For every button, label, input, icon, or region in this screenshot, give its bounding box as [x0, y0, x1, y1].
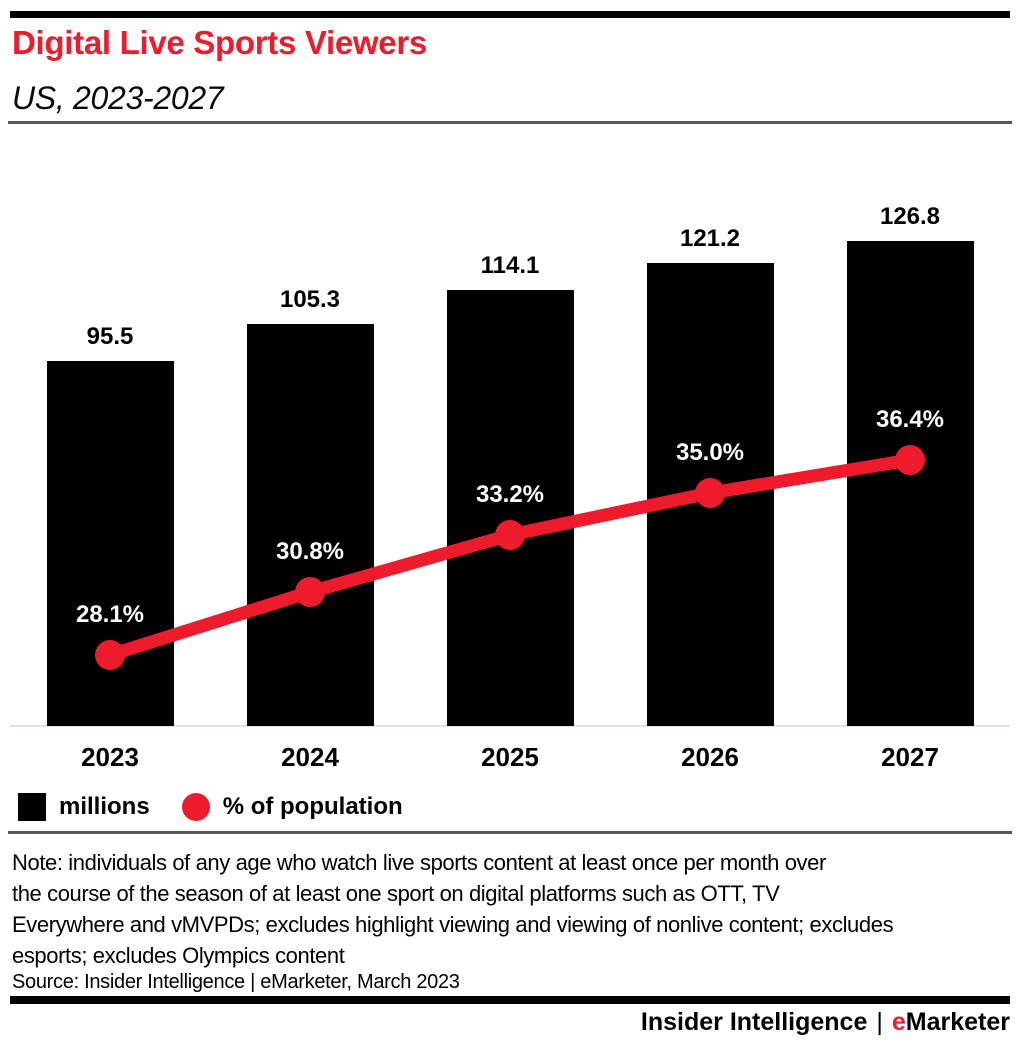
line-point-2023 [95, 640, 125, 670]
line-value-label-2024: 30.8% [275, 538, 345, 565]
x-axis-label-2025: 2025 [481, 742, 539, 772]
source-line: Source: Insider Intelligence | eMarketer… [12, 971, 460, 993]
x-axis-baseline [10, 725, 1010, 727]
bar-2024 [246, 324, 374, 726]
chart-legend: millions % of population [18, 791, 403, 823]
bar-value-label-2024: 105.3 [279, 286, 341, 313]
legend-circle-marker [181, 793, 210, 821]
x-axis-label-2027: 2027 [881, 742, 939, 772]
line-value-label-2023: 28.1% [75, 601, 145, 628]
footer-separator: | [876, 1008, 883, 1036]
bar-value-label-2023: 95.5 [86, 323, 134, 350]
bar-2025 [446, 290, 574, 726]
legend-label-millions: millions [59, 793, 150, 820]
note-line: esports; excludes Olympics content [12, 943, 345, 968]
footer-brand-left: Insider Intelligence [640, 1008, 868, 1036]
line-point-2025 [495, 520, 525, 550]
line-point-2026 [695, 478, 725, 508]
top-accent-bar [10, 11, 1010, 18]
line-value-label-2026: 35.0% [675, 439, 745, 466]
note-line: Note: individuals of any age who watch l… [12, 850, 826, 875]
line-point-2027 [895, 445, 925, 475]
footer-brand-e: e [891, 1008, 906, 1036]
header-divider [8, 121, 1012, 124]
note-line: Everywhere and vMVPDs; excludes highligh… [12, 912, 894, 937]
bar-2027 [846, 241, 974, 726]
legend-square-marker [18, 793, 46, 821]
x-axis-label-2023: 2023 [81, 742, 139, 772]
bottom-accent-bar [10, 996, 1010, 1004]
chart-note: Note: individuals of any age who watch l… [12, 847, 894, 971]
note-line: the course of the season of at least one… [12, 881, 780, 906]
footer-brand-right: Marketer [905, 1008, 1010, 1036]
line-series [95, 445, 925, 670]
x-axis: 2023 2024 2025 2026 2027 [0, 742, 1020, 772]
chart-title: Digital Live Sports Viewers [12, 24, 427, 61]
x-axis-label-2024: 2024 [281, 742, 339, 772]
bar-value-label-2025: 114.1 [480, 252, 540, 279]
legend-divider [8, 831, 1012, 834]
line-value-label-2027: 36.4% [875, 406, 945, 433]
footer-brand: Insider Intelligence | e Marketer [641, 1008, 1010, 1037]
x-axis-label-2026: 2026 [681, 742, 739, 772]
bar-value-label-2027: 126.8 [879, 203, 941, 230]
chart-plot: 95.5 105.3 114.1 121.2 126.8 28.1% 30.8% 33.2% 3… [0, 130, 1020, 727]
bar-value-label-2026: 121.2 [679, 225, 741, 252]
line-point-2024 [295, 577, 325, 607]
chart-subtitle: US, 2023-2027 [12, 80, 224, 116]
legend-label-percent: % of population [222, 793, 403, 820]
line-value-label-2025: 33.2% [475, 481, 545, 508]
